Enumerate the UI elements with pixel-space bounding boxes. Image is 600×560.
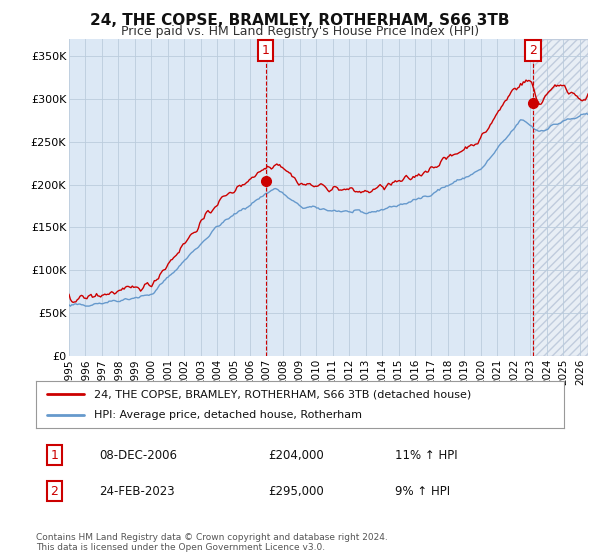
Text: 9% ↑ HPI: 9% ↑ HPI — [395, 485, 450, 498]
Text: Price paid vs. HM Land Registry's House Price Index (HPI): Price paid vs. HM Land Registry's House … — [121, 25, 479, 38]
Text: Contains HM Land Registry data © Crown copyright and database right 2024.: Contains HM Land Registry data © Crown c… — [36, 533, 388, 542]
Text: £204,000: £204,000 — [268, 449, 324, 461]
Text: 24, THE COPSE, BRAMLEY, ROTHERHAM, S66 3TB (detached house): 24, THE COPSE, BRAMLEY, ROTHERHAM, S66 3… — [94, 389, 472, 399]
Text: 24, THE COPSE, BRAMLEY, ROTHERHAM, S66 3TB: 24, THE COPSE, BRAMLEY, ROTHERHAM, S66 3… — [90, 13, 510, 28]
Text: 08-DEC-2006: 08-DEC-2006 — [100, 449, 178, 461]
Text: This data is licensed under the Open Government Licence v3.0.: This data is licensed under the Open Gov… — [36, 543, 325, 552]
Text: 1: 1 — [262, 44, 269, 57]
Bar — [69, 39, 266, 356]
Text: 24-FEB-2023: 24-FEB-2023 — [100, 485, 175, 498]
Text: 2: 2 — [529, 44, 537, 57]
Text: 1: 1 — [50, 449, 58, 461]
Text: HPI: Average price, detached house, Rotherham: HPI: Average price, detached house, Roth… — [94, 410, 362, 420]
Bar — [266, 39, 533, 356]
Text: £295,000: £295,000 — [268, 485, 324, 498]
Text: 2: 2 — [50, 485, 58, 498]
Bar — [533, 39, 588, 356]
Text: 11% ↑ HPI: 11% ↑ HPI — [395, 449, 458, 461]
